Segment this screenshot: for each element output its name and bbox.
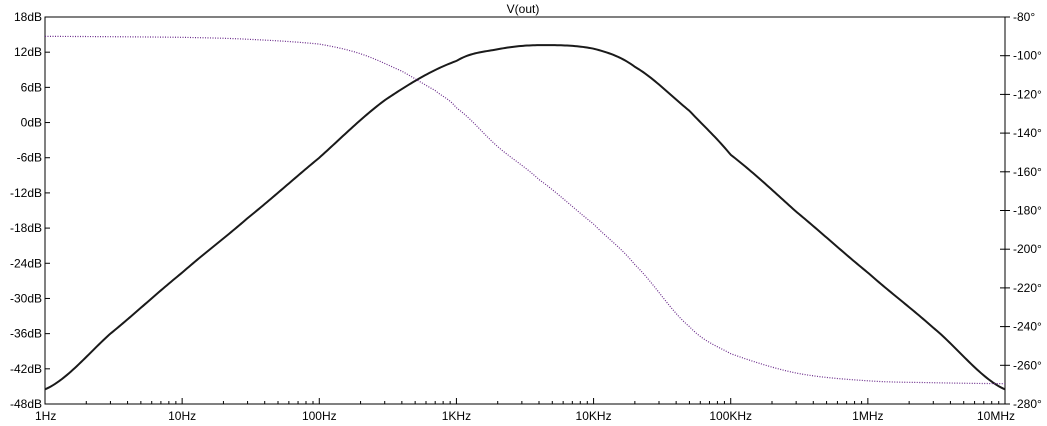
- x-tick-label: 10MHz: [977, 409, 1015, 423]
- y-right-tick-label: -80°: [1013, 10, 1035, 24]
- x-tick-label: 10KHz: [576, 409, 612, 423]
- chart-title: V(out): [507, 2, 540, 16]
- x-tick-label: 10Hz: [168, 409, 196, 423]
- series-layer: [44, 35, 1006, 391]
- x-tick-label: 100Hz: [302, 409, 337, 423]
- x-tick-label: 100KHz: [709, 409, 752, 423]
- y-left-tick-label: -24dB: [10, 256, 42, 270]
- y-left-tick-label: -36dB: [10, 327, 42, 341]
- phase-series-line: [44, 35, 1006, 385]
- magnitude-series-line: [44, 44, 1006, 391]
- y-left-tick-label: -6dB: [17, 151, 42, 165]
- y-right-tick-label: -180°: [1013, 204, 1042, 218]
- y-right-tick-label: -220°: [1013, 281, 1042, 295]
- y-left-tick-label: -48dB: [10, 397, 42, 411]
- y-left-axis-ticks: 18dB 12dB 6dB 0dB -6dB -12dB -18dB -24dB -30dB -3…: [10, 10, 50, 411]
- y-left-tick-label: -18dB: [10, 221, 42, 235]
- y-left-tick-label: 6dB: [21, 80, 42, 94]
- x-tick-label: 1Hz: [35, 409, 56, 423]
- x-tick-label: 1MHz: [852, 409, 883, 423]
- y-right-tick-label: -260°: [1013, 358, 1042, 372]
- x-axis-ticks: 1Hz 10Hz 100Hz 1KHz 10KHz 100KHz 1MHz 10MHz: [35, 398, 1015, 423]
- y-right-tick-label: -280°: [1013, 397, 1042, 411]
- y-right-tick-label: -140°: [1013, 126, 1042, 140]
- y-left-tick-label: 0dB: [21, 116, 42, 130]
- y-left-tick-label: 12dB: [14, 45, 42, 59]
- y-left-tick-label: -12dB: [10, 186, 42, 200]
- y-right-tick-label: -200°: [1013, 242, 1042, 256]
- y-right-tick-label: -100°: [1013, 49, 1042, 63]
- y-right-tick-label: -160°: [1013, 165, 1042, 179]
- y-left-tick-label: -42dB: [10, 362, 42, 376]
- y-left-tick-label: 18dB: [14, 10, 42, 24]
- y-right-axis-ticks: -80° -100° -120° -140° -160° -180° -200° -220° -…: [1000, 10, 1042, 411]
- y-right-tick-label: -120°: [1013, 87, 1042, 101]
- y-right-tick-label: -240°: [1013, 320, 1042, 334]
- x-tick-label: 1KHz: [442, 409, 471, 423]
- y-left-tick-label: -30dB: [10, 291, 42, 305]
